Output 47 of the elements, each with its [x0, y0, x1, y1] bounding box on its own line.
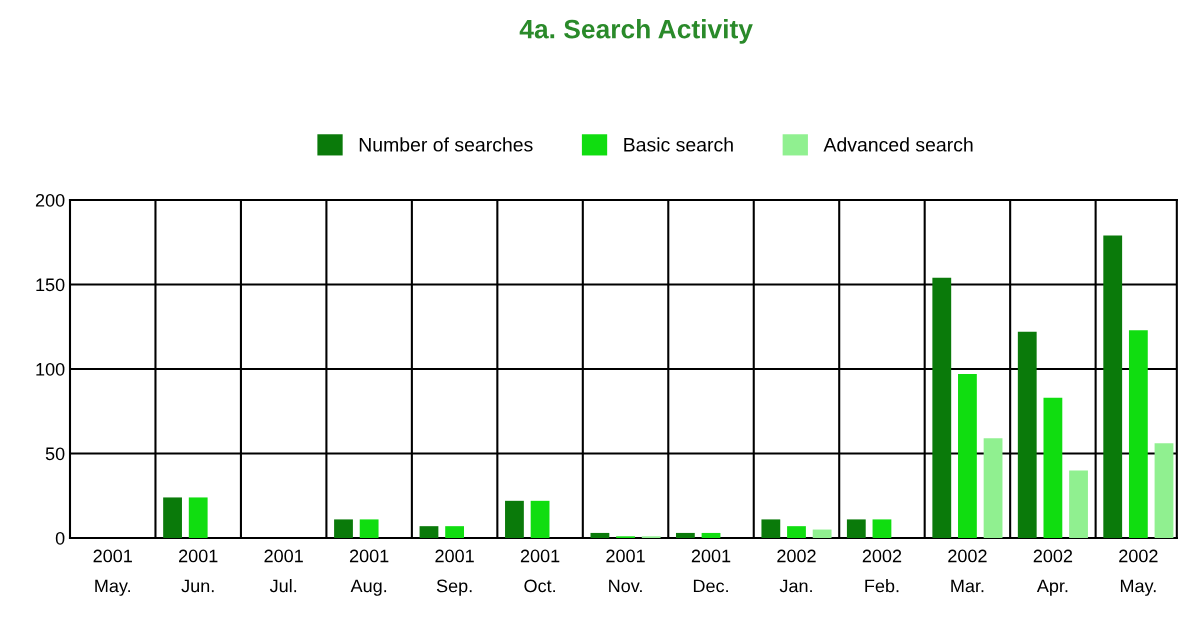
- x-tick-label: 2002 Mar.: [948, 549, 987, 593]
- y-tick-label: 0: [55, 531, 65, 545]
- x-tick-label: 2001 Sep.: [435, 549, 474, 596]
- x-tick-label: 2001 May.: [93, 549, 132, 596]
- bar: [445, 526, 465, 538]
- x-tick-label: 2001 Aug.: [349, 549, 389, 596]
- bar: [1017, 331, 1037, 538]
- bar: [188, 497, 208, 538]
- bar: [419, 526, 439, 538]
- bar: [590, 532, 610, 538]
- bar: [530, 500, 550, 538]
- bar: [505, 500, 524, 538]
- bar: [872, 519, 892, 538]
- legend-label: Basic search: [624, 137, 733, 152]
- bar: [932, 277, 952, 538]
- x-tick-label: 2001 Oct.: [520, 549, 560, 593]
- bar: [1069, 470, 1088, 538]
- bar: [1103, 235, 1123, 538]
- bar: [334, 519, 353, 538]
- legend-label: Advanced search: [823, 137, 973, 152]
- bar: [846, 519, 866, 538]
- bar: [1043, 397, 1063, 538]
- x-tick-label: 2002 Apr.: [1033, 549, 1073, 596]
- bar: [675, 532, 695, 538]
- bar: [983, 438, 1003, 538]
- x-tick-label: 2001 Jun.: [179, 549, 218, 593]
- bar: [1154, 443, 1174, 538]
- x-tick-label: 2001 Nov.: [606, 549, 645, 593]
- x-tick-label: 2001 Jul.: [264, 549, 303, 593]
- y-tick-label: 100: [36, 362, 65, 376]
- y-tick-label: 50: [45, 447, 65, 461]
- legend-label: Number of searches: [359, 137, 533, 152]
- x-tick-label: 2001 Dec.: [691, 549, 731, 593]
- x-tick-label: 2002 Jan.: [777, 549, 816, 593]
- bar: [701, 532, 721, 538]
- bar: [359, 519, 379, 538]
- x-tick-label: 2002 May.: [1119, 549, 1158, 596]
- y-tick-label: 150: [36, 278, 65, 292]
- bar: [761, 519, 781, 538]
- bar: [1128, 330, 1148, 538]
- bar: [163, 497, 182, 538]
- bar: [812, 529, 832, 538]
- bar: [787, 526, 806, 538]
- y-tick-label: 200: [35, 193, 65, 207]
- bar: [958, 374, 977, 538]
- x-tick-label: 2002 Feb.: [862, 549, 902, 593]
- chart-title: 4a. Search Activity: [519, 19, 753, 44]
